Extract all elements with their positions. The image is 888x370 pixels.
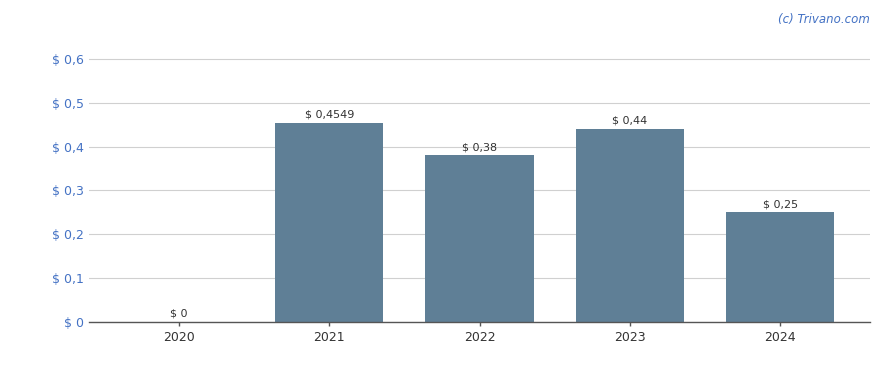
Text: $ 0,25: $ 0,25 [763, 199, 797, 209]
Bar [425, 155, 534, 322]
Bar [575, 129, 684, 322]
Bar [726, 212, 834, 322]
Text: (c) Trivano.com: (c) Trivano.com [779, 13, 870, 26]
Bar [275, 122, 384, 322]
Text: $ 0,44: $ 0,44 [612, 116, 647, 126]
Text: $ 0: $ 0 [170, 309, 187, 319]
Text: $ 0,38: $ 0,38 [462, 142, 497, 152]
Text: $ 0,4549: $ 0,4549 [305, 110, 354, 120]
